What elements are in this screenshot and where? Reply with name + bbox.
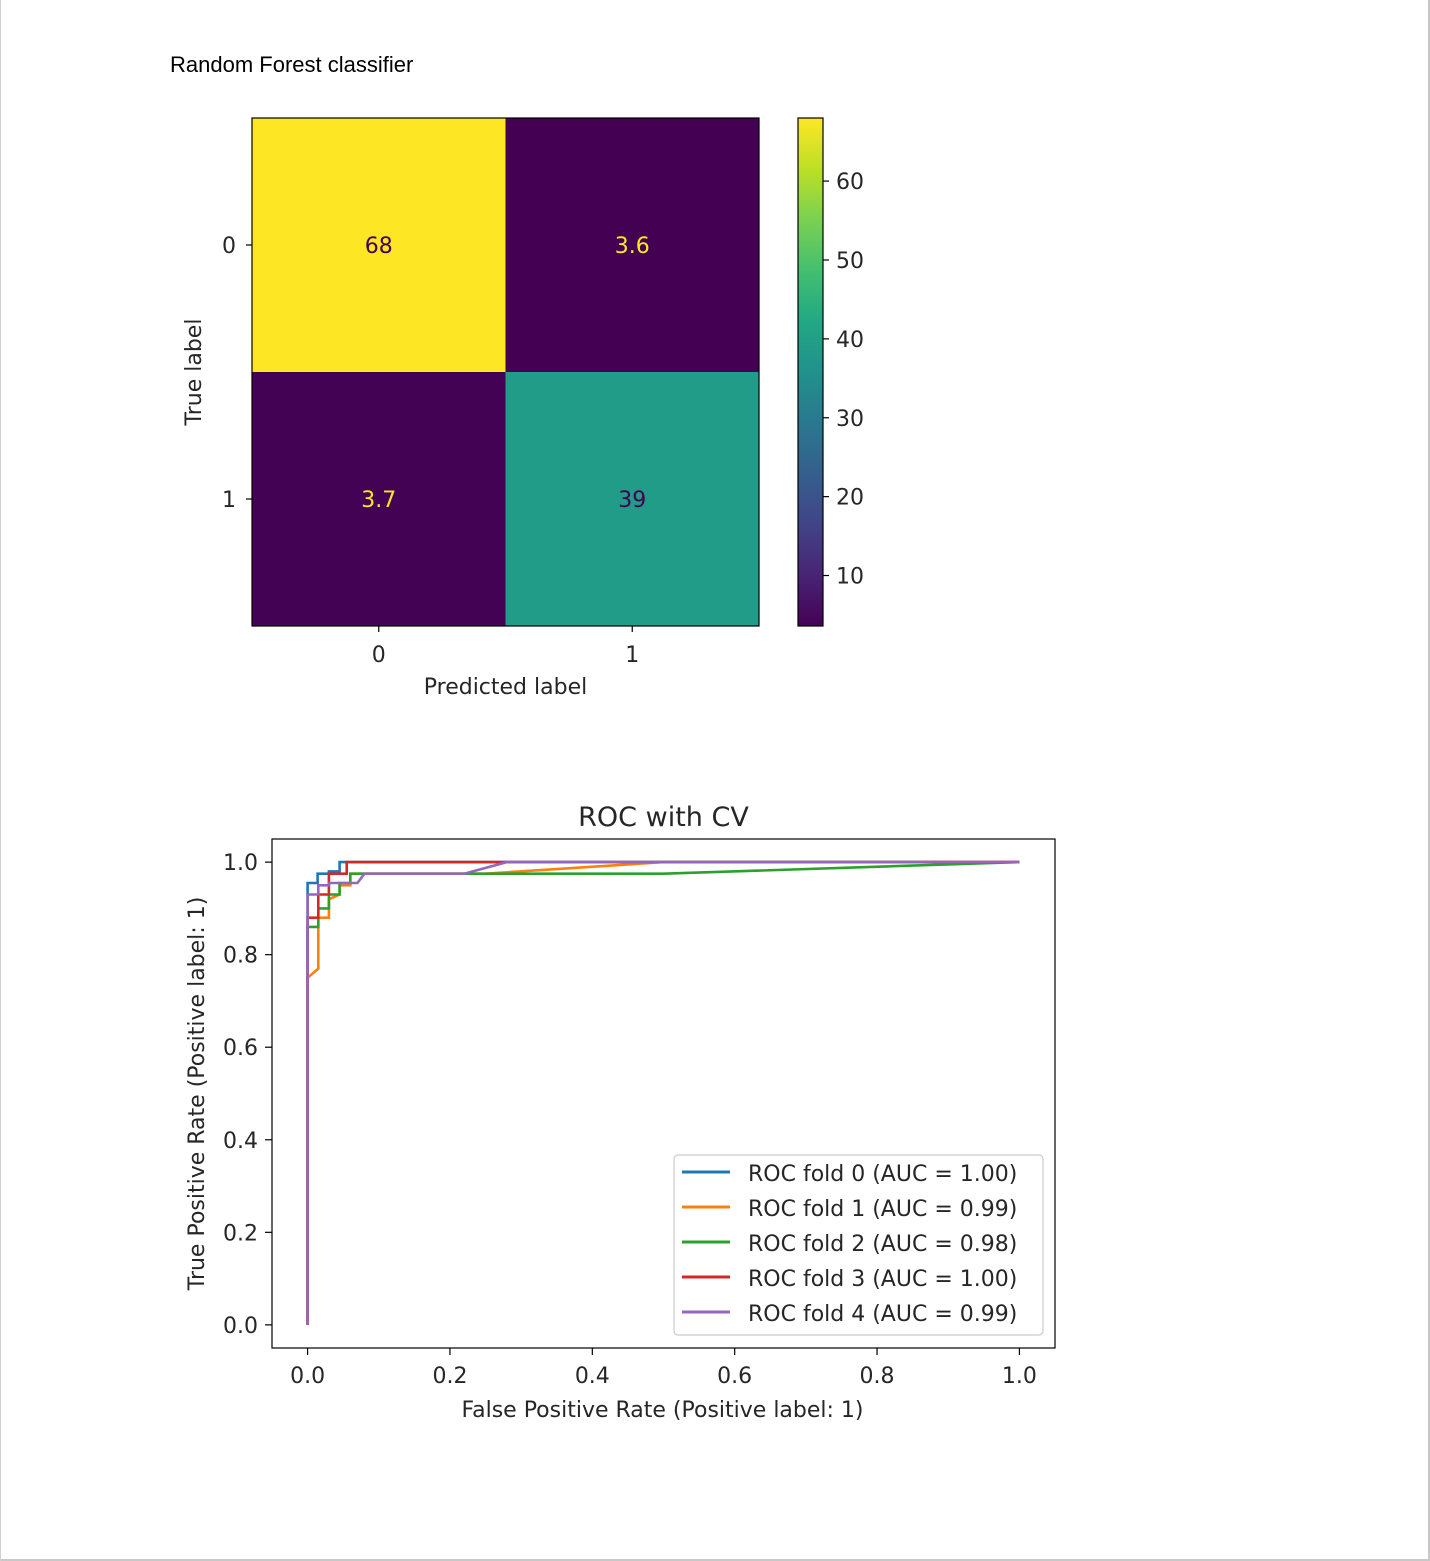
y-tick-label: 0.6 xyxy=(223,1036,258,1061)
legend-entry-label: ROC fold 1 (AUC = 0.99) xyxy=(748,1197,1017,1222)
y-tick-label: 1 xyxy=(222,488,236,513)
x-tick-label: 0.2 xyxy=(432,1364,467,1389)
matrix-cell xyxy=(505,372,759,626)
confusion-matrix-cells: 68 3.6 3.7 39 xyxy=(252,118,759,626)
colorbar-tick-label: 20 xyxy=(836,486,864,511)
roc-fold-3-line xyxy=(306,860,1020,1325)
confusion-matrix-frame xyxy=(251,117,760,627)
legend-entry-label: ROC fold 0 (AUC = 1.00) xyxy=(748,1162,1017,1187)
cell-value-label: 3.7 xyxy=(361,488,396,513)
x-tick-label: 0 xyxy=(372,643,386,668)
colorbar-ticks: 10 20 30 40 50 60 xyxy=(823,170,864,590)
y-tick-label: 0.0 xyxy=(223,1314,258,1339)
page-left-border xyxy=(0,0,1,1561)
cell-value-label: 3.6 xyxy=(615,234,650,259)
matrix-cell xyxy=(505,118,759,372)
y-tick-label: 0.2 xyxy=(223,1221,258,1246)
roc-fold-0-line xyxy=(306,860,1020,1325)
confusion-matrix-chart: 68 3.63.7 39 0 101 Predicted label True lab… xyxy=(182,117,864,700)
legend-entry-label: ROC fold 4 (AUC = 0.99) xyxy=(748,1302,1017,1327)
confusion-matrix-ticks: 0 1 0 1 xyxy=(222,234,639,668)
roc-curve-chart: ROC with CV 0.0 0.2 0.4 0.6 0.8 1.00.00.20.40… xyxy=(185,802,1056,1423)
y-tick-label: 1.0 xyxy=(223,851,258,876)
cell-value-label: 68 xyxy=(365,234,393,259)
cell-value-label: 39 xyxy=(618,488,646,513)
y-axis-label: True label xyxy=(182,319,207,427)
legend: ROC fold 0 (AUC = 1.00) ROC fold 1 (AUC =… xyxy=(673,1154,1044,1336)
x-tick-label: 0.8 xyxy=(860,1364,895,1389)
roc-axis-ticks: 0.0 0.2 0.4 0.6 0.8 1.0 0.0 0.2 0.4 0.6 0.8 1.0 xyxy=(223,851,1037,1389)
colorbar-tick-label: 10 xyxy=(836,565,864,590)
y-tick-label: 0.4 xyxy=(223,1129,258,1154)
roc-series-lines xyxy=(306,860,1020,1325)
x-axis-label: Predicted label xyxy=(424,675,587,700)
colorbar-tick-label: 40 xyxy=(836,328,864,353)
legend-entry-label: ROC fold 2 (AUC = 0.98) xyxy=(748,1232,1017,1257)
colorbar-tick-label: 30 xyxy=(836,407,864,432)
document-heading: Random Forest classifier xyxy=(170,52,414,77)
y-tick-label: 0 xyxy=(222,234,236,259)
x-tick-label: 0.4 xyxy=(575,1364,610,1389)
chart-title: ROC with CV xyxy=(578,802,749,833)
roc-fold-4-line xyxy=(306,860,1020,1325)
x-tick-label: 1 xyxy=(625,643,639,668)
x-tick-label: 0.0 xyxy=(290,1364,325,1389)
legend-box xyxy=(673,1154,1044,1336)
y-axis-label: True Positive Rate (Positive label: 1) xyxy=(185,897,210,1292)
x-tick-label: 1.0 xyxy=(1002,1364,1037,1389)
y-tick-label: 0.8 xyxy=(223,944,258,969)
matrix-cell xyxy=(252,372,506,626)
x-axis-label: False Positive Rate (Positive label: 1) xyxy=(461,1398,863,1423)
x-tick-label: 0.6 xyxy=(717,1364,752,1389)
colorbar-tick-label: 60 xyxy=(836,170,864,195)
matrix-cell xyxy=(252,118,506,372)
colorbar-tick-label: 50 xyxy=(836,249,864,274)
legend-entry-label: ROC fold 3 (AUC = 1.00) xyxy=(748,1267,1017,1292)
colorbar xyxy=(797,117,824,627)
